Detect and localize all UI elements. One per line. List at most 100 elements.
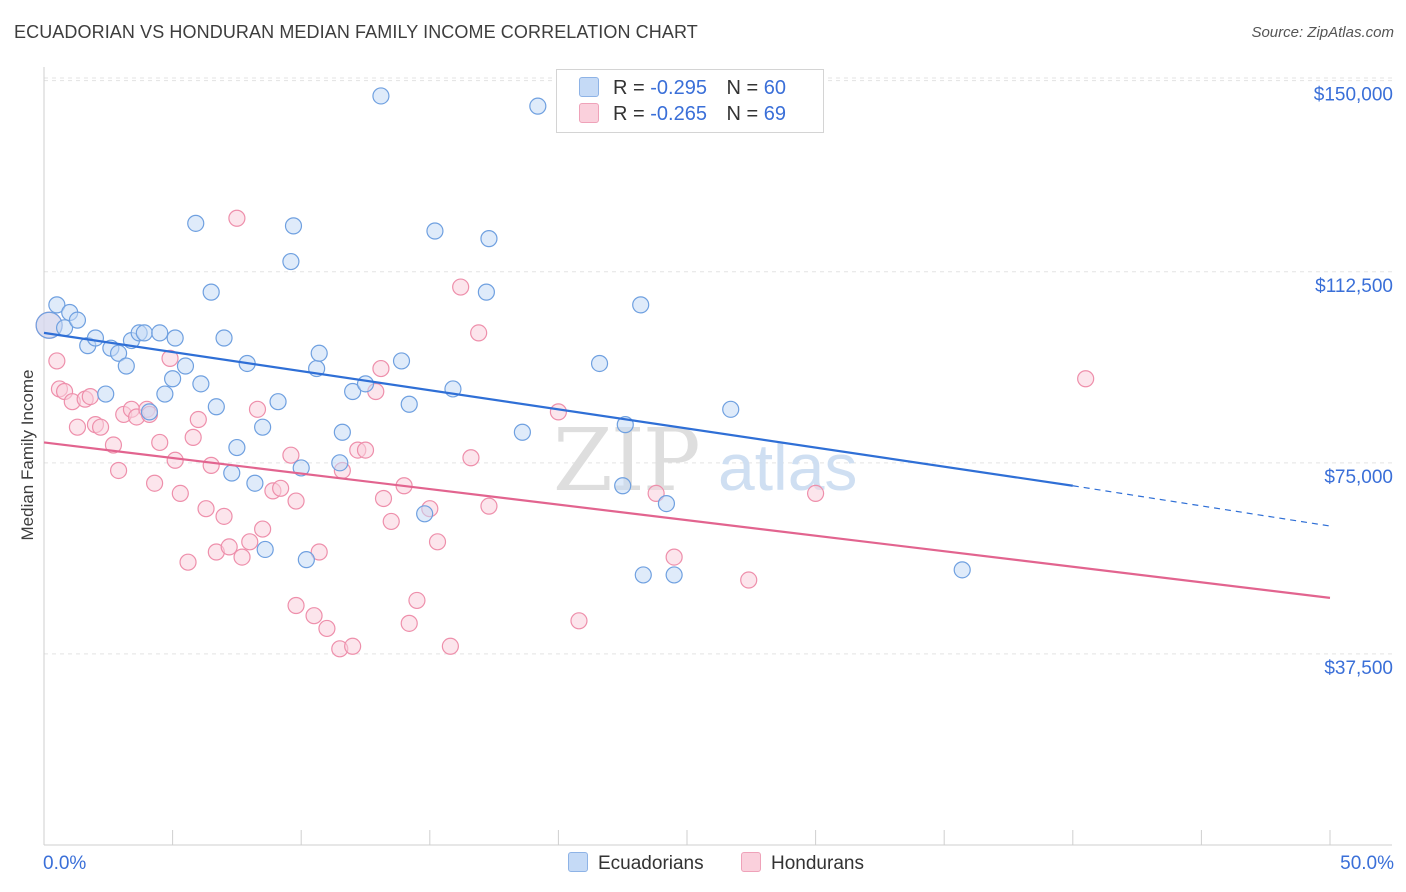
correlation-legend: R = -0.295 N = 60 R = -0.265 N = 69 (556, 69, 824, 133)
honduran-point (408, 591, 426, 610)
ecuadorian-point (228, 438, 246, 457)
y-tick-label: $150,000 (1314, 85, 1393, 106)
honduran-point (91, 418, 110, 436)
ecuadorian-point (632, 296, 650, 314)
honduran-point (400, 614, 418, 632)
ecuadorian-point (331, 454, 349, 472)
ecuadorian-point (392, 352, 411, 370)
ecuadorian-point (529, 97, 547, 115)
source-label: Source: ZipAtlas.com (1251, 24, 1394, 41)
ecuadorian-point (166, 329, 184, 347)
honduran-point (215, 507, 233, 525)
honduran-point (272, 479, 290, 497)
ecuadorian-point (176, 357, 195, 375)
ecuadorian-point (292, 459, 310, 477)
honduran-point (462, 449, 480, 467)
ecuadorian-point (344, 382, 362, 401)
honduran-point (318, 619, 336, 638)
legend-r-label: R = (613, 77, 645, 99)
y-tick-label: $112,500 (1315, 276, 1393, 297)
honduran-point (287, 492, 305, 510)
honduran-point (1077, 370, 1095, 388)
honduran-point (549, 403, 568, 421)
honduran-point (372, 359, 390, 378)
ecuadorian-point (284, 217, 303, 235)
honduran-point (161, 349, 179, 367)
honduran-point (570, 612, 588, 630)
honduran-point (452, 278, 470, 296)
ecuadorian-point (590, 354, 609, 373)
ecuadorian-point (109, 344, 128, 362)
ecuadorian-point (665, 566, 683, 584)
ecuadorian-point (192, 375, 210, 393)
ecuadorian-point (68, 311, 87, 329)
honduran-point (344, 637, 362, 655)
ecuadorian-point (135, 324, 153, 342)
ecuadorian-point (256, 540, 274, 559)
honduran-point (305, 607, 323, 625)
ecuadorian-point (86, 329, 105, 347)
honduran-point (356, 441, 375, 459)
ecuadorian-point (634, 566, 652, 584)
honduran-point (806, 484, 825, 503)
ecuadorian-point (953, 561, 971, 579)
legend-n-value: 69 (763, 103, 787, 125)
honduran-point (374, 489, 393, 508)
honduran-point (197, 500, 215, 518)
honduran-point (647, 484, 665, 503)
chart-title: ECUADORIAN VS HONDURAN MEDIAN FAMILY INC… (14, 22, 698, 42)
ecuadorian-point (117, 357, 135, 375)
ecuadorian-point (372, 87, 390, 105)
ecuadorians-legend-swatch (568, 852, 588, 872)
ecuadorian-point (254, 418, 272, 436)
legend-ecuadorians: Ecuadorians (568, 852, 704, 876)
hondurans-trend-line (43, 441, 1331, 599)
honduran-point (184, 428, 202, 446)
ecuadorian-point (310, 344, 328, 362)
honduran-point (228, 209, 246, 227)
ecuadorian-point (426, 222, 444, 240)
honduran-point (81, 387, 99, 406)
watermark: ZIP atlas (553, 411, 857, 511)
ecuadorian-point (513, 423, 531, 441)
ecuadorians-legend-label: Ecuadorians (598, 853, 704, 874)
honduran-point (254, 520, 272, 538)
honduran-point (220, 538, 238, 556)
watermark-atlas: atlas (718, 430, 857, 504)
ecuadorian-point (722, 400, 740, 418)
honduran-point (740, 571, 758, 589)
legend-row-hondurans: R = -0.265 N = 69 (579, 102, 786, 126)
ecuadorian-point (477, 283, 495, 301)
ecuadorian-point (48, 296, 66, 314)
honduran-point (287, 596, 305, 615)
ecuadorian-point (207, 398, 225, 416)
honduran-point (151, 433, 169, 452)
axes (43, 67, 1392, 846)
honduran-point (282, 446, 300, 464)
honduran-point (248, 400, 267, 418)
legend-hondurans: Hondurans (741, 852, 864, 876)
ecuadorians-swatch (579, 77, 599, 97)
ecuadorian-point (400, 395, 418, 413)
legend-r-value: -0.265 (650, 103, 707, 125)
ecuadorian-point (657, 494, 676, 513)
hondurans-legend-label: Hondurans (771, 853, 864, 874)
honduran-point (241, 533, 259, 551)
ecuadorian-point (156, 385, 174, 403)
ecuadorian-point (282, 252, 300, 271)
honduran-point (665, 548, 683, 566)
honduran-point (428, 533, 447, 551)
ecuadorians-trend-extension (1072, 485, 1331, 527)
ecuadorian-point (151, 324, 169, 342)
honduran-point (441, 637, 459, 655)
honduran-point (171, 484, 189, 503)
ecuadorians-points (35, 87, 971, 584)
trend-lines (43, 331, 1331, 599)
honduran-point (480, 497, 498, 515)
honduran-point (233, 548, 251, 566)
honduran-point (470, 324, 488, 342)
legend-row-ecuadorians: R = -0.295 N = 60 (579, 76, 786, 100)
ecuadorians-trend-line (43, 331, 1073, 487)
honduran-point (179, 553, 197, 571)
